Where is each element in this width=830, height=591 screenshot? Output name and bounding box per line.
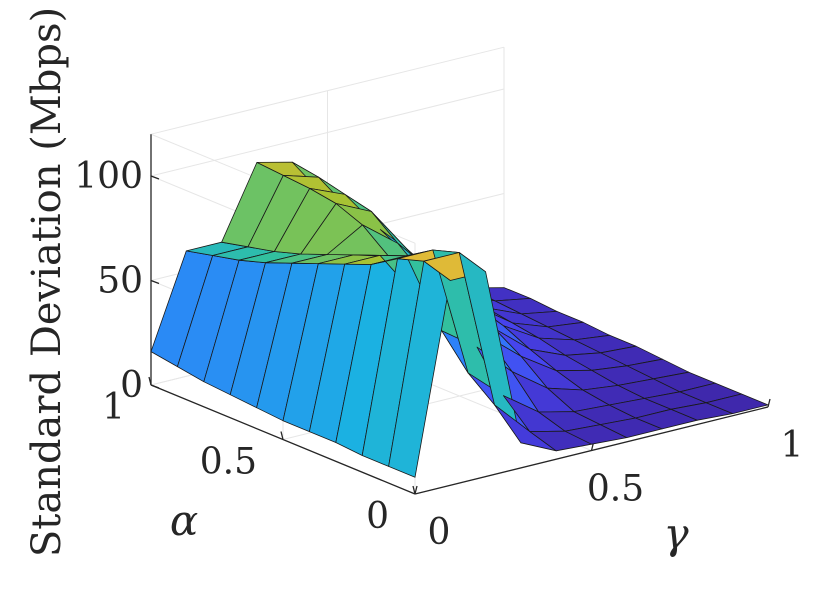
z-axis-title: Standard Deviation (Mbps)	[24, 7, 70, 557]
y-tick-mark	[148, 376, 152, 386]
axes	[148, 134, 771, 495]
z-tick-mark	[150, 175, 160, 180]
y-axis-title: α	[170, 496, 198, 545]
y-tick-mark	[280, 431, 284, 440]
z-tick-mark	[150, 384, 160, 389]
x-tick-label: 1	[781, 425, 804, 466]
z-tick-mark	[150, 279, 160, 285]
y-tick-label: 1	[102, 387, 125, 428]
z-tick-label: 100	[74, 156, 143, 197]
x-tick-label: 0	[428, 512, 451, 553]
y-tick-label: 0.5	[200, 442, 257, 483]
x-tick-mark	[767, 398, 771, 408]
x-tick-mark	[414, 485, 418, 495]
z-tick-label: 50	[97, 261, 143, 302]
y-tick-label: 0	[366, 496, 389, 537]
surface	[150, 161, 769, 478]
x-tick-label: 0.5	[587, 469, 644, 510]
z-tick-label: 0	[120, 365, 143, 406]
x-axis-title: γ	[663, 509, 689, 558]
surface-cell	[705, 393, 769, 415]
